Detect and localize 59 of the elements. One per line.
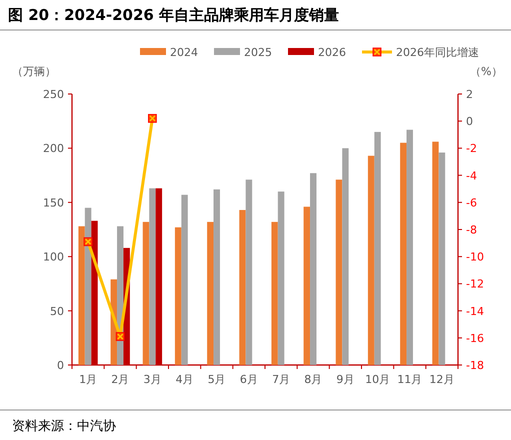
y-axis-title: （万辆） bbox=[12, 65, 56, 78]
x-tick-label: 10月 bbox=[365, 373, 390, 386]
x-tick-label: 4月 bbox=[176, 373, 194, 386]
bar bbox=[181, 194, 188, 365]
bar bbox=[342, 148, 349, 365]
x-tick-label: 3月 bbox=[143, 373, 162, 386]
y2-tick-label: -2 bbox=[466, 142, 477, 156]
y2-tick-label: -14 bbox=[466, 304, 484, 318]
legend-label: 2024 bbox=[170, 46, 198, 59]
bar bbox=[149, 188, 156, 365]
bar bbox=[174, 227, 182, 365]
y2-tick-label: -6 bbox=[466, 196, 477, 210]
x-tick-label: 11月 bbox=[397, 373, 422, 386]
bar bbox=[336, 180, 342, 365]
x-tick-label: 5月 bbox=[208, 373, 226, 386]
bar bbox=[207, 222, 214, 365]
legend-label: 2026 bbox=[318, 46, 346, 59]
x-tick-label: 8月 bbox=[304, 373, 322, 386]
bar bbox=[304, 206, 310, 365]
bar bbox=[406, 130, 413, 365]
x-tick-label: 12月 bbox=[429, 373, 454, 386]
bar bbox=[368, 156, 374, 365]
y2-tick-label: -10 bbox=[466, 250, 484, 264]
bar bbox=[239, 210, 246, 365]
x-tick-label: 7月 bbox=[272, 373, 290, 386]
y2-tick-label: -8 bbox=[466, 224, 477, 236]
bar bbox=[400, 142, 407, 365]
bar bbox=[142, 222, 150, 365]
y2-tick-label: -4 bbox=[466, 169, 477, 182]
x-tick-label: 9月 bbox=[336, 373, 354, 386]
bar bbox=[214, 189, 220, 365]
bar bbox=[78, 226, 85, 365]
y-tick-label: 200 bbox=[43, 142, 64, 156]
bar bbox=[84, 208, 92, 365]
y2-tick-label: -18 bbox=[466, 359, 484, 372]
y-tick-label: 50 bbox=[50, 304, 64, 318]
bar bbox=[374, 132, 381, 365]
y-tick-label: 100 bbox=[43, 250, 64, 264]
bar bbox=[438, 152, 446, 365]
y2-tick-label: 2 bbox=[466, 88, 473, 101]
y2-tick-label: -16 bbox=[466, 332, 484, 345]
bar bbox=[271, 222, 278, 365]
y-tick-label: 0 bbox=[57, 359, 64, 372]
text: 资料来源：中汽协 bbox=[12, 419, 116, 434]
x-tick-label: 2月 bbox=[111, 373, 130, 386]
y-tick-label: 250 bbox=[43, 88, 64, 101]
x-tick-label: 6月 bbox=[240, 373, 258, 386]
bar bbox=[432, 142, 439, 365]
legend-label: 2026年同比增速 bbox=[396, 46, 479, 59]
bar bbox=[310, 173, 316, 365]
bar bbox=[246, 180, 252, 365]
chart-title: 图 20：2024-2026 年自主品牌乘用车月度销量 bbox=[8, 6, 340, 24]
y2-tick-label: -12 bbox=[466, 278, 484, 291]
y-tick-label: 150 bbox=[43, 196, 64, 210]
bar bbox=[278, 192, 284, 365]
x-tick-label: 1月 bbox=[79, 373, 98, 386]
legend-label: 2025 bbox=[244, 46, 272, 59]
y2-tick-label: 0 bbox=[466, 115, 473, 128]
y2-axis-title: （%） bbox=[470, 65, 502, 78]
